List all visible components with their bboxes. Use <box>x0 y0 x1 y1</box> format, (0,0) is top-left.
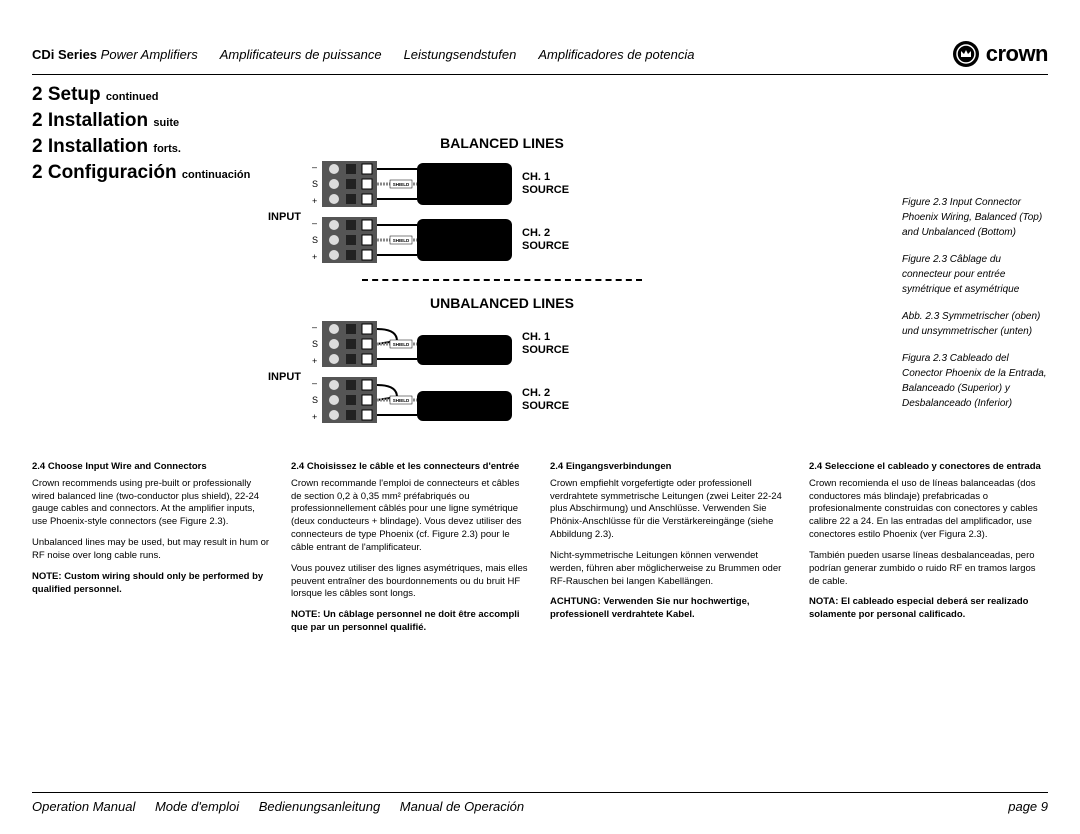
unbalanced-title: UNBALANCED LINES <box>362 295 642 311</box>
svg-text:SHIELD: SHIELD <box>393 238 410 243</box>
footer-manuals: Operation Manual Mode d'emploi Bedienung… <box>32 799 540 814</box>
phoenix-connector-icon: SHIELD <box>322 319 512 369</box>
series-label: CDi Series Power Amplifiers <box>32 47 198 62</box>
pin-labels: –S+ <box>312 159 318 209</box>
subtitle-de: Leistungsendstufen <box>404 47 517 62</box>
header-subtitles: CDi Series Power Amplifiers Amplificateu… <box>32 47 694 62</box>
phoenix-connector-icon: SHIELD <box>322 159 512 209</box>
body-text-columns: 2.4 Choose Input Wire and Connectors Cro… <box>32 461 1048 643</box>
svg-text:SHIELD: SHIELD <box>393 182 410 187</box>
phoenix-connector-icon: SHIELD <box>322 375 512 425</box>
caption-es: Figura 2.3 Cableado del Conector Phoenix… <box>902 351 1048 411</box>
body-col-es: 2.4 Seleccione el cableado y conectores … <box>809 461 1048 643</box>
caption-fr: Figure 2.3 Câblage du connecteur pour en… <box>902 252 1048 297</box>
balanced-title: BALANCED LINES <box>362 135 642 151</box>
figure-captions: Figure 2.3 Input Connector Phoenix Wirin… <box>902 135 1048 431</box>
brand-logo: crown <box>952 40 1048 68</box>
channel-label: CH. 1SOURCE <box>522 171 569 197</box>
balanced-connector-ch1: –S+ SHIELD CH. 1SOURCE <box>312 159 872 209</box>
caption-de: Abb. 2.3 Symmetrischer (oben) und unsymm… <box>902 309 1048 339</box>
unbalanced-connector-ch1: –S+ SHIELD CH. 1SOURCE <box>312 319 872 369</box>
page-header: CDi Series Power Amplifiers Amplificateu… <box>32 40 1048 75</box>
balanced-connector-ch2: –S+ SHIELD CH. 2SOURCE <box>312 215 872 265</box>
page-footer: Operation Manual Mode d'emploi Bedienung… <box>32 792 1048 814</box>
svg-text:SHIELD: SHIELD <box>393 398 410 403</box>
input-label: INPUT <box>268 211 301 223</box>
page-number: page 9 <box>1008 799 1048 814</box>
caption-en: Figure 2.3 Input Connector Phoenix Wirin… <box>902 195 1048 240</box>
section-divider <box>362 279 642 281</box>
body-col-en: 2.4 Choose Input Wire and Connectors Cro… <box>32 461 271 643</box>
input-label: INPUT <box>268 371 301 383</box>
brand-text: crown <box>986 41 1048 67</box>
crown-icon <box>952 40 980 68</box>
body-col-fr: 2.4 Choisissez le câble et les connecteu… <box>291 461 530 643</box>
subtitle-es: Amplificadores de potencia <box>538 47 694 62</box>
phoenix-connector-icon: SHIELD <box>322 215 512 265</box>
svg-text:SHIELD: SHIELD <box>393 342 410 347</box>
body-col-de: 2.4 Eingangsverbindungen Crown empfiehlt… <box>550 461 789 643</box>
subtitle-fr: Amplificateurs de puissance <box>220 47 382 62</box>
section-headings: 2 Setup continued 2 Installation suite 2… <box>32 84 250 188</box>
unbalanced-connector-ch2: –S+ SHIELD CH. 2SOURCE <box>312 375 872 425</box>
